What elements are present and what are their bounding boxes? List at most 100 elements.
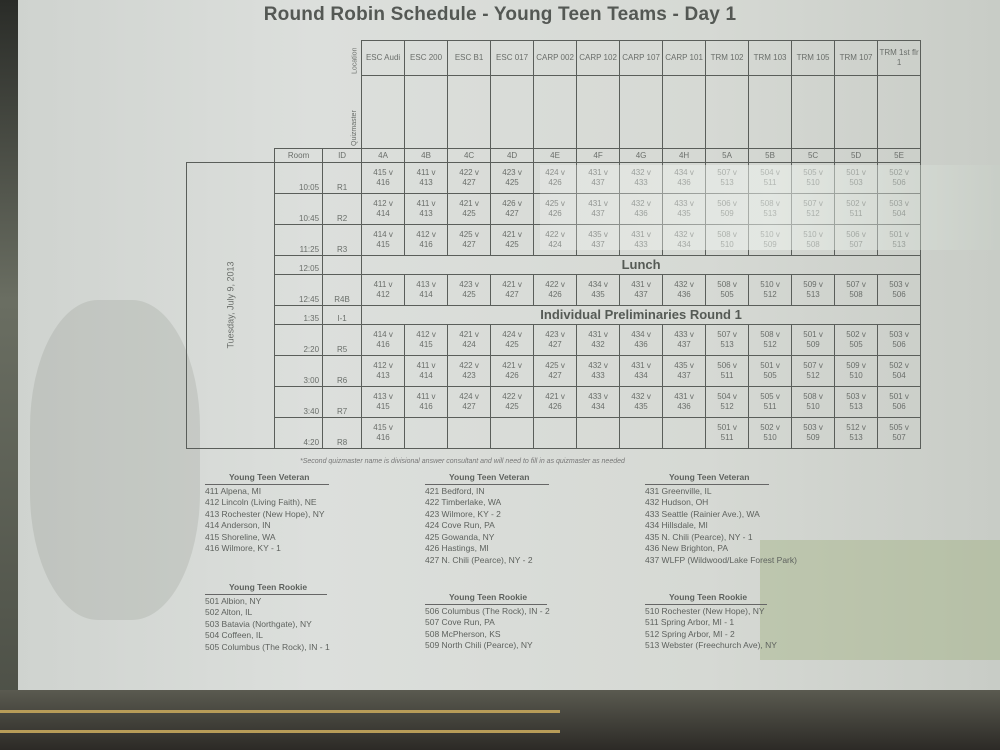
team-list-heading: Young Teen Rookie: [425, 592, 548, 605]
time-cell: 4:20: [274, 417, 324, 449]
team-entry: 505 Columbus (The Rock), IN - 1: [205, 641, 330, 652]
room-cell: 5E: [877, 148, 922, 163]
match-cell: 501 v 506: [877, 386, 922, 418]
team-list-heading: Young Teen Veteran: [645, 472, 770, 485]
location-header: ESC Audi: [361, 40, 406, 76]
match-cell: 413 v 414: [404, 274, 449, 306]
team-list: Young Teen Rookie 506 Columbus (The Rock)…: [425, 592, 550, 652]
room-row: Room ID 4A 4B 4C 4D 4E 4F 4G 4H 5A 5B 5C 5D 5E: [187, 148, 922, 163]
team-entry: 424 Cove Run, PA: [425, 520, 495, 530]
location-header: ESC 200: [404, 40, 449, 76]
room-cell: 4H: [662, 148, 707, 163]
match-cell: 422 v 427: [447, 162, 492, 194]
match-cell: 412 v 413: [361, 355, 406, 387]
round-row: 3:00 R6 412 v 413 411 v 414 422 v 423 421 v 4…: [187, 355, 922, 387]
time-cell: 11:25: [274, 224, 324, 256]
quizmaster-cell: [533, 75, 578, 149]
match-cell: 507 v 512: [791, 193, 836, 225]
match-cell: 412 v 416: [404, 224, 449, 256]
round-id-cell: R7: [322, 386, 363, 418]
band-row: 1:35 I-1 Individual Preliminaries Round 1: [187, 305, 922, 325]
room-cell: 5A: [705, 148, 750, 163]
team-entry: 506 Columbus (The Rock), IN - 2: [425, 605, 550, 616]
location-header: CARP 002: [533, 40, 578, 76]
team-entry: 511 Spring Arbor, MI - 1: [645, 617, 735, 627]
round-row: 2:20 R5 414 v 416 412 v 415 421 v 424 424 v 4…: [187, 324, 922, 356]
band-row: 12:05 Lunch: [187, 255, 922, 275]
match-cell: [576, 417, 621, 449]
match-cell: 501 v 513: [877, 224, 922, 256]
match-cell: 424 v 427: [447, 386, 492, 418]
time-cell: 10:05: [274, 162, 324, 194]
team-list-heading: Young Teen Rookie: [645, 592, 768, 605]
match-cell: 415 v 416: [361, 162, 406, 194]
match-cell: 425 v 426: [533, 193, 578, 225]
team-entry: 510 Rochester (New Hope), NY: [645, 605, 765, 616]
match-cell: 422 v 426: [533, 274, 578, 306]
team-entry: 426 Hastings, MI: [425, 543, 489, 553]
round-id-cell: R1: [322, 162, 363, 194]
match-cell: 502 v 506: [877, 162, 922, 194]
match-cell: 432 v 436: [619, 193, 664, 225]
match-cell: 432 v 435: [619, 386, 664, 418]
team-entry: 513 Webster (Freechurch Ave), NY: [645, 640, 777, 650]
location-header: TRM 107: [834, 40, 879, 76]
team-entry: 504 Coffeen, IL: [205, 630, 263, 640]
time-cell: 2:20: [274, 324, 324, 356]
match-cell: [533, 417, 578, 449]
team-entry: 421 Bedford, IN: [425, 485, 485, 496]
match-cell: 503 v 506: [877, 324, 922, 356]
time-cell: 12:45: [274, 274, 324, 306]
match-cell: [490, 417, 535, 449]
floor-area: [0, 690, 1000, 750]
team-entry: 412 Lincoln (Living Faith), NE: [205, 497, 317, 507]
match-cell: [447, 417, 492, 449]
match-cell: 433 v 437: [662, 324, 707, 356]
match-cell: 503 v 506: [877, 274, 922, 306]
team-list: Young Teen Veteran 411 Alpena, MI 412 Linc…: [205, 472, 330, 555]
corner-quizmaster: Quizmaster: [186, 75, 363, 149]
match-cell: 502 v 510: [748, 417, 793, 449]
match-cell: 505 v 507: [877, 417, 922, 449]
match-cell: 507 v 513: [705, 162, 750, 194]
quizmaster-cell: [619, 75, 664, 149]
id-label: ID: [322, 148, 363, 163]
match-cell: 435 v 437: [576, 224, 621, 256]
room-cell: 4C: [447, 148, 492, 163]
room-cell: 4E: [533, 148, 578, 163]
match-cell: 502 v 511: [834, 193, 879, 225]
match-cell: 506 v 507: [834, 224, 879, 256]
match-cell: 425 v 427: [533, 355, 578, 387]
match-cell: 414 v 416: [361, 324, 406, 356]
match-cell: 503 v 509: [791, 417, 836, 449]
date-cell: Tuesday, July 9, 2013: [185, 162, 276, 449]
match-cell: 411 v 413: [404, 162, 449, 194]
match-cell: 412 v 414: [361, 193, 406, 225]
match-cell: 425 v 427: [447, 224, 492, 256]
match-cell: 411 v 416: [404, 386, 449, 418]
round-id-cell: R2: [322, 193, 363, 225]
room-cell: 5C: [791, 148, 836, 163]
match-cell: 502 v 504: [877, 355, 922, 387]
location-label: Location: [351, 47, 359, 74]
match-cell: 433 v 435: [662, 193, 707, 225]
match-cell: 412 v 415: [404, 324, 449, 356]
room-cell: 4G: [619, 148, 664, 163]
match-cell: 504 v 512: [705, 386, 750, 418]
quizmaster-cell: [877, 75, 922, 149]
team-entry: 503 Batavia (Northgate), NY: [205, 618, 312, 629]
match-cell: 411 v 412: [361, 274, 406, 306]
location-header: TRM 1st flr 1: [877, 40, 922, 76]
railing: [0, 730, 560, 733]
team-entry: 413 Rochester (New Hope), NY: [205, 508, 325, 519]
match-cell: 431 v 433: [619, 224, 664, 256]
room-cell: 4B: [404, 148, 449, 163]
team-entry: 435 N. Chili (Pearce), NY - 1: [645, 531, 753, 542]
team-entry: 431 Greenville, IL: [645, 485, 712, 496]
match-cell: [404, 417, 449, 449]
match-cell: 501 v 509: [791, 324, 836, 356]
match-cell: 503 v 504: [877, 193, 922, 225]
match-cell: 435 v 437: [662, 355, 707, 387]
quizmaster-cell: [490, 75, 535, 149]
team-entry: 427 N. Chili (Pearce), NY - 2: [425, 554, 533, 565]
